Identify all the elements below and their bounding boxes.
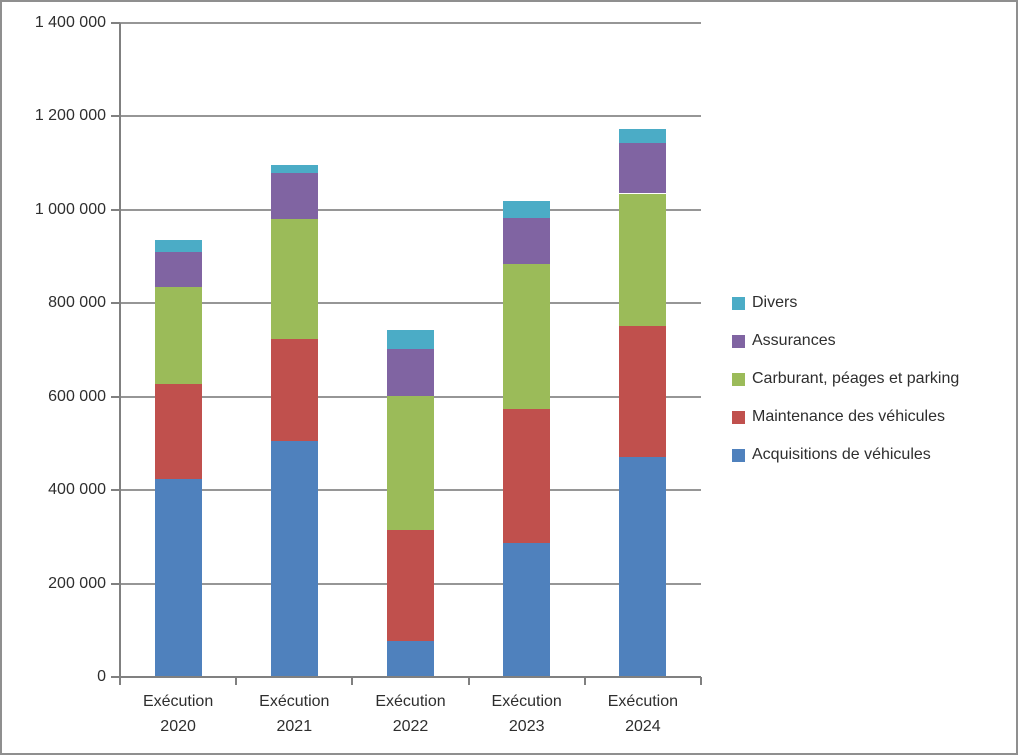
x-axis-tick	[700, 677, 702, 685]
x-axis-tick	[583, 677, 586, 685]
legend-item-assurances: Assurances	[732, 331, 959, 351]
legend-swatch-assurances-icon	[732, 334, 745, 348]
y-axis-label: 1 000 000	[34, 200, 106, 218]
y-axis-tick-800000	[111, 302, 120, 305]
y-axis-tick-400000	[111, 489, 120, 492]
y-axis-label: 600 000	[48, 387, 106, 405]
bar-execution-2024-acquisitions-de-vehicules	[619, 456, 667, 677]
y-axis-label: 200 000	[48, 574, 106, 592]
legend-swatch-maintenance-des-vehicules-icon	[732, 410, 745, 424]
y-axis-label: 1 200 000	[34, 107, 106, 125]
bar-execution-2021-acquisitions-de-vehicules	[270, 441, 318, 677]
legend-swatch-carburant-peages-et-parking-icon	[732, 372, 745, 386]
bar-execution-2024-carburant-peages-et-parking	[619, 193, 667, 326]
y-axis-label: 1 400 000	[34, 14, 106, 31]
bar-execution-2023-divers	[503, 200, 551, 218]
bar-execution-2022-maintenance-des-vehicules	[387, 529, 434, 642]
x-axis-label-execution-2023: Exécution 2023	[491, 693, 562, 735]
y-axis-tick-1400000	[111, 22, 120, 24]
legend-item-maintenance-des-vehicules: Maintenance des véhicules	[732, 407, 959, 427]
y-axis-label: 800 000	[48, 294, 106, 312]
legend-swatch-acquisitions-de-vehicules-icon	[732, 448, 745, 462]
bar-execution-2020-divers	[154, 240, 202, 253]
gridline-800000	[120, 302, 701, 305]
y-axis-label: 0	[97, 668, 106, 685]
bar-execution-2020-assurances	[154, 252, 202, 287]
bar-execution-2023-acquisitions-de-vehicules	[503, 542, 551, 677]
bar-execution-2020-acquisitions-de-vehicules	[154, 479, 202, 677]
x-axis-label-execution-2020: Exécution 2020	[142, 693, 214, 735]
legend-label: Assurances	[752, 332, 836, 349]
bar-execution-2023-assurances	[503, 217, 551, 264]
legend-label: Divers	[752, 294, 798, 311]
bar-execution-2021-divers	[270, 165, 318, 174]
y-axis-tick-1000000	[111, 208, 120, 211]
y-axis-tick-1200000	[111, 115, 120, 118]
bar-execution-2021-carburant-peages-et-parking	[270, 219, 318, 340]
bar-execution-2023-carburant-peages-et-parking	[503, 263, 551, 410]
x-axis-tick	[235, 677, 238, 685]
bar-execution-2022-carburant-peages-et-parking	[387, 395, 434, 530]
gridline-1400000	[120, 22, 701, 24]
y-axis-line	[119, 23, 121, 685]
bar-execution-2024-divers	[619, 128, 667, 144]
y-axis-tick-200000	[111, 582, 120, 585]
legend-label: Acquisitions de véhicules	[752, 446, 931, 463]
gridline-1200000	[120, 115, 701, 118]
legend-item-acquisitions-de-vehicules: Acquisitions de véhicules	[732, 445, 959, 465]
bar-execution-2024-maintenance-des-vehicules	[619, 325, 667, 457]
bar-execution-2024-assurances	[619, 143, 667, 194]
bar-execution-2021-assurances	[270, 173, 318, 220]
legend: Divers Assurances Carburant, péages et par…	[732, 293, 959, 483]
legend-swatch-divers-icon	[732, 296, 745, 310]
plot-area	[120, 22, 701, 677]
gridline-1000000	[120, 208, 701, 211]
y-axis-label: 400 000	[48, 481, 106, 499]
legend-label: Carburant, péages et parking	[752, 370, 960, 387]
x-axis-line	[111, 676, 701, 678]
legend-label: Maintenance des véhicules	[752, 408, 946, 425]
bar-execution-2021-maintenance-des-vehicules	[270, 339, 318, 442]
y-axis-tick-0	[111, 676, 120, 678]
x-axis-tick	[351, 677, 354, 685]
legend-item-carburant-peages-et-parking: Carburant, péages et parking	[732, 369, 959, 389]
bar-execution-2020-carburant-peages-et-parking	[154, 286, 202, 384]
x-axis-tick	[119, 677, 121, 685]
legend-item-divers: Divers	[732, 293, 959, 313]
y-axis-tick-600000	[111, 395, 120, 398]
bar-execution-2020-maintenance-des-vehicules	[154, 383, 202, 480]
x-axis-tick	[467, 677, 470, 685]
x-axis-label-execution-2024: Exécution 2024	[607, 693, 679, 735]
bar-execution-2022-assurances	[387, 348, 434, 396]
bar-execution-2023-maintenance-des-vehicules	[503, 409, 551, 543]
x-axis-label-execution-2022: Exécution 2022	[375, 693, 446, 735]
bar-execution-2022-divers	[387, 329, 434, 349]
x-axis-label-execution-2021: Exécution 2021	[259, 693, 330, 735]
bar-execution-2022-acquisitions-de-vehicules	[387, 641, 434, 677]
